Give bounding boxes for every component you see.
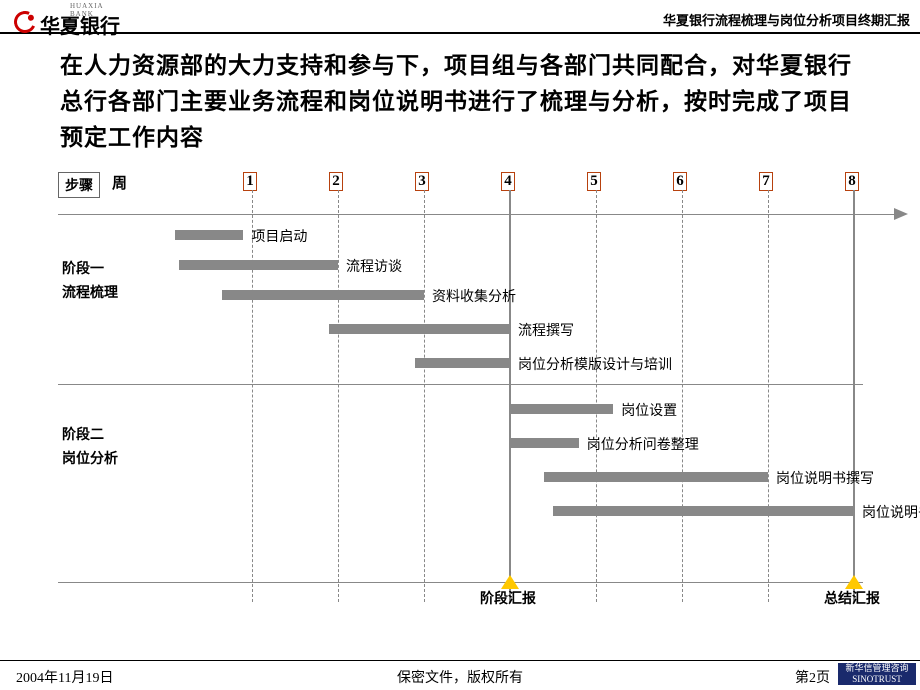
gantt-bar <box>222 290 424 300</box>
bank-sub: HUAXIA BANK <box>70 2 120 18</box>
grid-vline <box>338 190 339 602</box>
consultant-logo: 新华信管理咨询 SINOTRUST <box>838 663 916 685</box>
logo-icon <box>11 7 39 35</box>
consult-line2: SINOTRUST <box>838 674 916 685</box>
gantt-bar <box>179 260 338 270</box>
phase-label: 阶段一流程梳理 <box>62 258 118 306</box>
axis-line <box>58 214 894 215</box>
grid-vline <box>768 190 769 602</box>
step-label: 步骤 <box>58 172 100 198</box>
phase-divider <box>853 190 855 602</box>
footer-confidential: 保密文件，版权所有 <box>0 667 920 687</box>
gantt-bar-label: 资料收集分析 <box>432 286 516 306</box>
gantt-bar <box>510 438 579 448</box>
grid-vline <box>682 190 683 602</box>
gantt-bar-label: 岗位说明书沟通修订 <box>862 502 920 522</box>
week-axis-label: 周 <box>112 172 127 193</box>
milestone-label: 总结汇报 <box>824 588 880 608</box>
week-number: 8 <box>845 172 859 191</box>
gantt-bar <box>510 404 613 414</box>
phase-label: 阶段二岗位分析 <box>62 424 118 472</box>
footer: 2004年11月19日 保密文件，版权所有 第2页 新华信管理咨询 SINOTR… <box>0 660 920 690</box>
gantt-bar <box>175 230 244 240</box>
gantt-bar <box>553 506 854 516</box>
milestone-marker-icon <box>845 575 863 589</box>
week-number: 1 <box>243 172 257 191</box>
phase-hline <box>58 384 863 385</box>
gantt-bar-label: 流程访谈 <box>346 256 402 276</box>
gantt-bar-label: 岗位说明书撰写 <box>776 468 874 488</box>
gantt-chart: 步骤周 1 2 3 4 5 6 7 8 阶段一流程梳理阶段二岗位分析 项目启动流程访谈资料收集分析流… <box>58 172 863 602</box>
grid-vline <box>252 190 253 602</box>
week-number: 2 <box>329 172 343 191</box>
bank-logo: HUAXIA BANK 华夏银行 <box>14 4 120 39</box>
header: HUAXIA BANK 华夏银行 华夏银行流程梳理与岗位分析项目终期汇报 <box>0 0 920 34</box>
grid-vline <box>596 190 597 602</box>
week-number: 7 <box>759 172 773 191</box>
consult-line1: 新华信管理咨询 <box>838 663 916 674</box>
week-number: 5 <box>587 172 601 191</box>
gantt-bar <box>415 358 510 368</box>
week-number: 3 <box>415 172 429 191</box>
gantt-bar <box>544 472 768 482</box>
phase-hline <box>58 582 863 583</box>
week-number: 4 <box>501 172 515 191</box>
milestone-marker-icon <box>501 575 519 589</box>
axis-arrow-icon <box>894 208 908 220</box>
gantt-bar-label: 岗位分析问卷整理 <box>587 434 699 454</box>
phase-divider <box>509 190 511 602</box>
gantt-bar-label: 流程撰写 <box>518 320 574 340</box>
main-title: 在人力资源部的大力支持和参与下，项目组与各部门共同配合，对华夏银行总行各部门主要… <box>60 48 860 156</box>
grid-vline <box>424 190 425 602</box>
week-number: 6 <box>673 172 687 191</box>
gantt-bar-label: 项目启动 <box>251 226 307 246</box>
milestone-label: 阶段汇报 <box>480 588 536 608</box>
footer-page: 第2页 <box>795 667 830 687</box>
gantt-bar-label: 岗位设置 <box>621 400 677 420</box>
gantt-bar <box>329 324 510 334</box>
header-title: 华夏银行流程梳理与岗位分析项目终期汇报 <box>663 10 910 29</box>
gantt-bar-label: 岗位分析模版设计与培训 <box>518 354 672 374</box>
